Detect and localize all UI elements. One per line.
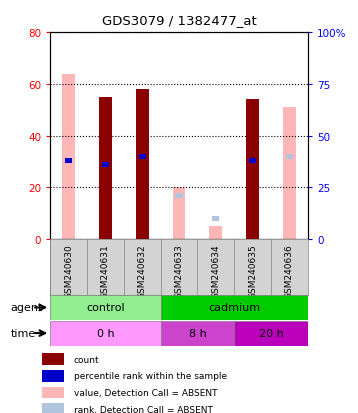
Text: GSM240630: GSM240630 — [64, 244, 73, 299]
Text: 0 h: 0 h — [97, 328, 114, 338]
Bar — [62, 74, 75, 240]
Text: cadmium: cadmium — [208, 303, 260, 313]
Text: 8 h: 8 h — [189, 328, 206, 338]
Text: GSM240636: GSM240636 — [285, 244, 294, 299]
Bar — [65, 159, 72, 164]
Bar — [173, 188, 185, 240]
Text: GSM240635: GSM240635 — [248, 244, 257, 299]
FancyBboxPatch shape — [234, 321, 308, 346]
Bar — [42, 387, 64, 398]
Text: GSM240632: GSM240632 — [138, 244, 147, 299]
Text: GSM240633: GSM240633 — [174, 244, 184, 299]
Bar — [42, 370, 64, 382]
Bar — [42, 354, 64, 365]
FancyBboxPatch shape — [50, 321, 161, 346]
Text: rank, Detection Call = ABSENT: rank, Detection Call = ABSENT — [74, 405, 213, 413]
Bar — [246, 100, 259, 240]
Text: control: control — [86, 303, 125, 313]
Bar — [99, 97, 112, 240]
Bar — [209, 227, 222, 240]
Text: GDS3079 / 1382477_at: GDS3079 / 1382477_at — [102, 14, 256, 27]
Text: GSM240631: GSM240631 — [101, 244, 110, 299]
Bar — [212, 216, 219, 221]
Bar — [102, 163, 109, 168]
Bar — [283, 108, 296, 240]
FancyBboxPatch shape — [50, 295, 161, 320]
Text: GSM240634: GSM240634 — [211, 244, 220, 299]
Text: 20 h: 20 h — [259, 328, 284, 338]
Bar — [175, 194, 183, 199]
Bar — [139, 154, 146, 159]
FancyBboxPatch shape — [161, 295, 308, 320]
Bar — [249, 159, 256, 164]
Bar — [42, 404, 64, 413]
Text: percentile rank within the sample: percentile rank within the sample — [74, 371, 227, 380]
FancyBboxPatch shape — [161, 321, 234, 346]
Bar — [136, 90, 149, 240]
Text: time: time — [11, 328, 36, 338]
Text: count: count — [74, 355, 99, 364]
Text: agent: agent — [11, 303, 43, 313]
Text: value, Detection Call = ABSENT: value, Detection Call = ABSENT — [74, 388, 217, 397]
Bar — [286, 154, 293, 159]
